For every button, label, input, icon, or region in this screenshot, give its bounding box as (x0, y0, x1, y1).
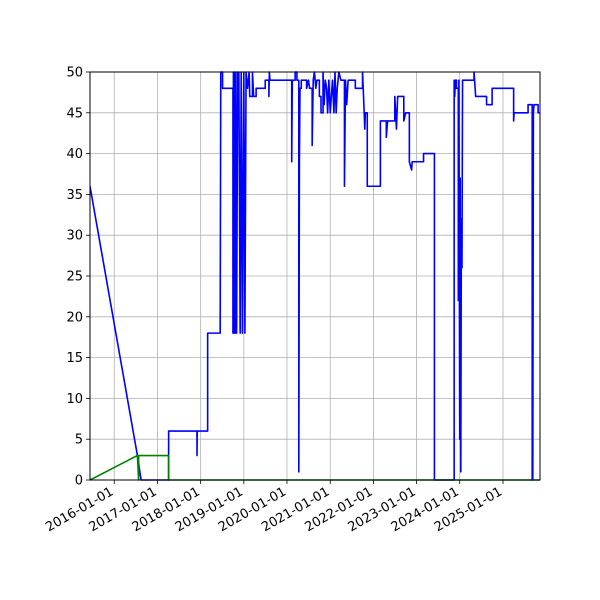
y-tick-label: 15 (66, 351, 83, 366)
y-tick-label: 25 (66, 270, 83, 285)
y-tick-label: 0 (75, 474, 83, 489)
y-tick-label: 50 (66, 66, 83, 81)
y-tick-label: 30 (66, 229, 83, 244)
y-tick-label: 45 (66, 106, 83, 121)
y-tick-label: 10 (66, 392, 83, 407)
y-tick-label: 5 (75, 433, 83, 448)
y-tick-label: 35 (66, 188, 83, 203)
grid (90, 71, 540, 481)
y-tick-label: 40 (66, 147, 83, 162)
axes: 051015202530354045502016-01-012017-01-01… (43, 66, 505, 536)
y-tick-label: 20 (66, 310, 83, 325)
